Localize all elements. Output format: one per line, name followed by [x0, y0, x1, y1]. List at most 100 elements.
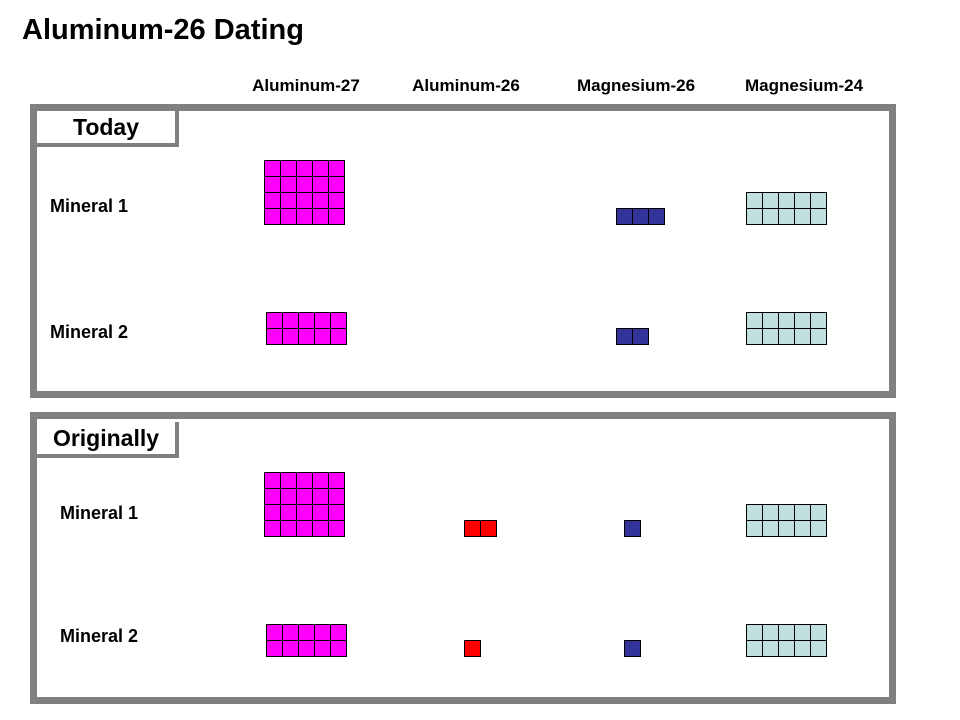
isotope-unit — [297, 489, 313, 505]
isotope-unit — [297, 209, 313, 225]
isotope-unit — [297, 473, 313, 489]
isotope-unit — [267, 313, 283, 329]
isotope-unit — [329, 177, 345, 193]
isotope-unit — [779, 641, 795, 657]
isotope-unit — [811, 641, 827, 657]
isotope-unit — [779, 313, 795, 329]
diagram-title: Aluminum-26 Dating — [22, 14, 304, 46]
magnesium-24-block — [746, 624, 827, 657]
isotope-unit — [649, 209, 665, 225]
mineral-label: Mineral 2 — [50, 322, 129, 342]
isotope-unit — [747, 521, 763, 537]
isotope-unit — [283, 641, 299, 657]
isotope-unit — [625, 641, 641, 657]
isotope-unit — [315, 641, 331, 657]
isotope-unit — [265, 521, 281, 537]
isotope-unit — [633, 209, 649, 225]
isotope-unit — [763, 641, 779, 657]
mineral-label: Mineral 1 — [50, 196, 129, 216]
isotope-unit — [265, 177, 281, 193]
isotope-unit — [329, 489, 345, 505]
isotope-unit — [281, 521, 297, 537]
mineral-label: Mineral 1 — [60, 503, 139, 523]
isotope-unit — [313, 521, 329, 537]
mineral-label: Mineral 2 — [60, 626, 139, 646]
isotope-unit — [331, 625, 347, 641]
panel-originally: Originally Mineral 1 Mineral 2 — [30, 412, 896, 704]
panel-label-today: Today — [37, 111, 179, 147]
isotope-unit — [795, 193, 811, 209]
isotope-unit — [299, 313, 315, 329]
isotope-unit — [329, 193, 345, 209]
isotope-unit — [297, 161, 313, 177]
isotope-unit — [465, 521, 481, 537]
isotope-unit — [763, 329, 779, 345]
isotope-unit — [795, 313, 811, 329]
column-header-magnesium-24: Magnesium-24 — [744, 76, 864, 95]
isotope-unit — [329, 209, 345, 225]
isotope-unit — [329, 473, 345, 489]
isotope-unit — [811, 313, 827, 329]
isotope-unit — [315, 329, 331, 345]
isotope-unit — [763, 209, 779, 225]
column-header-aluminum-27: Aluminum-27 — [252, 76, 360, 95]
isotope-unit — [281, 473, 297, 489]
column-header-aluminum-26: Aluminum-26 — [412, 76, 520, 95]
isotope-unit — [747, 329, 763, 345]
isotope-unit — [329, 161, 345, 177]
magnesium-24-block — [746, 192, 827, 225]
isotope-unit — [763, 625, 779, 641]
isotope-unit — [747, 641, 763, 657]
isotope-unit — [747, 193, 763, 209]
magnesium-26-block — [624, 640, 641, 657]
isotope-unit — [779, 521, 795, 537]
isotope-unit — [779, 193, 795, 209]
isotope-unit — [313, 209, 329, 225]
isotope-unit — [795, 329, 811, 345]
isotope-unit — [763, 193, 779, 209]
isotope-unit — [281, 505, 297, 521]
isotope-unit — [265, 489, 281, 505]
aluminum-27-block — [264, 472, 345, 537]
isotope-unit — [313, 161, 329, 177]
isotope-unit — [267, 641, 283, 657]
isotope-unit — [283, 329, 299, 345]
isotope-unit — [811, 329, 827, 345]
isotope-unit — [265, 473, 281, 489]
isotope-unit — [465, 641, 481, 657]
isotope-unit — [297, 177, 313, 193]
isotope-unit — [747, 505, 763, 521]
isotope-unit — [283, 625, 299, 641]
isotope-unit — [331, 313, 347, 329]
isotope-unit — [625, 521, 641, 537]
isotope-unit — [779, 329, 795, 345]
isotope-unit — [779, 209, 795, 225]
isotope-unit — [795, 521, 811, 537]
isotope-unit — [299, 625, 315, 641]
isotope-unit — [795, 641, 811, 657]
aluminum-27-block — [264, 160, 345, 225]
magnesium-24-block — [746, 504, 827, 537]
isotope-unit — [313, 489, 329, 505]
isotope-unit — [747, 313, 763, 329]
isotope-unit — [313, 473, 329, 489]
isotope-unit — [763, 521, 779, 537]
isotope-unit — [313, 505, 329, 521]
isotope-unit — [795, 209, 811, 225]
panel-today: Today Mineral 1 Mineral 2 — [30, 104, 896, 398]
isotope-unit — [331, 329, 347, 345]
isotope-unit — [315, 625, 331, 641]
isotope-unit — [281, 161, 297, 177]
isotope-unit — [779, 505, 795, 521]
isotope-unit — [299, 641, 315, 657]
isotope-unit — [313, 177, 329, 193]
isotope-unit — [811, 209, 827, 225]
isotope-unit — [747, 209, 763, 225]
isotope-unit — [281, 193, 297, 209]
isotope-unit — [811, 505, 827, 521]
isotope-unit — [779, 625, 795, 641]
isotope-unit — [763, 313, 779, 329]
isotope-unit — [297, 505, 313, 521]
isotope-unit — [265, 193, 281, 209]
isotope-unit — [281, 177, 297, 193]
